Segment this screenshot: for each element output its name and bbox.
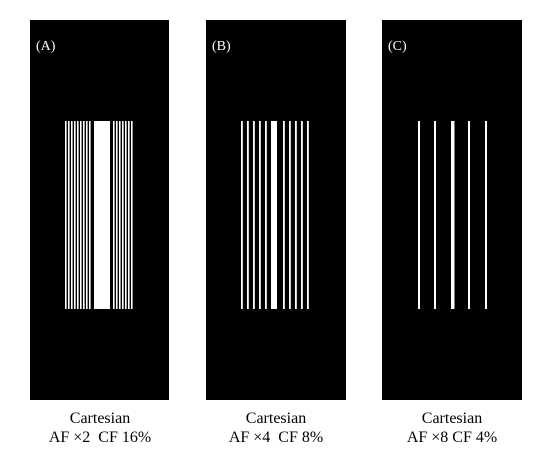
sampling-line [418, 121, 420, 309]
panel-label: (A) [36, 39, 56, 54]
sampling-line [289, 121, 291, 309]
caption-line: Cartesian [246, 410, 306, 427]
caption-line: AF ×2 CF 16% [49, 429, 151, 446]
sampling-line [265, 121, 267, 309]
sampling-line [259, 121, 261, 309]
caption-line: Cartesian [422, 410, 482, 427]
sampling-line [71, 121, 73, 309]
sampling-line [113, 121, 115, 309]
sampling-line [451, 121, 455, 309]
caption-line: AF ×4 CF 8% [229, 429, 323, 446]
sampling-line [83, 121, 85, 309]
sampling-line [122, 121, 124, 309]
sampling-line [485, 121, 487, 309]
sampling-line [131, 121, 133, 309]
sampling-line [271, 121, 277, 309]
sampling-line [77, 121, 79, 309]
sampling-line [283, 121, 285, 309]
sampling-line [301, 121, 303, 309]
sampling-line [86, 121, 88, 309]
sampling-line [94, 121, 110, 309]
panel-label: (C) [388, 39, 407, 54]
sampling-line [89, 121, 91, 309]
sampling-line [295, 121, 297, 309]
sampling-line [116, 121, 118, 309]
sampling-line [119, 121, 121, 309]
sampling-line [68, 121, 70, 309]
sampling-line [80, 121, 82, 309]
panel-label: (B) [212, 39, 231, 54]
sampling-line [74, 121, 76, 309]
sampling-line [434, 121, 436, 309]
sampling-line [253, 121, 255, 309]
caption-line: AF ×8 CF 4% [407, 429, 497, 446]
sampling-line [241, 121, 243, 309]
sampling-line [65, 121, 67, 309]
sampling-line [307, 121, 309, 309]
sampling-line [128, 121, 130, 309]
sampling-line [468, 121, 470, 309]
sampling-line [247, 121, 249, 309]
sampling-line [125, 121, 127, 309]
caption-line: Cartesian [70, 410, 130, 427]
